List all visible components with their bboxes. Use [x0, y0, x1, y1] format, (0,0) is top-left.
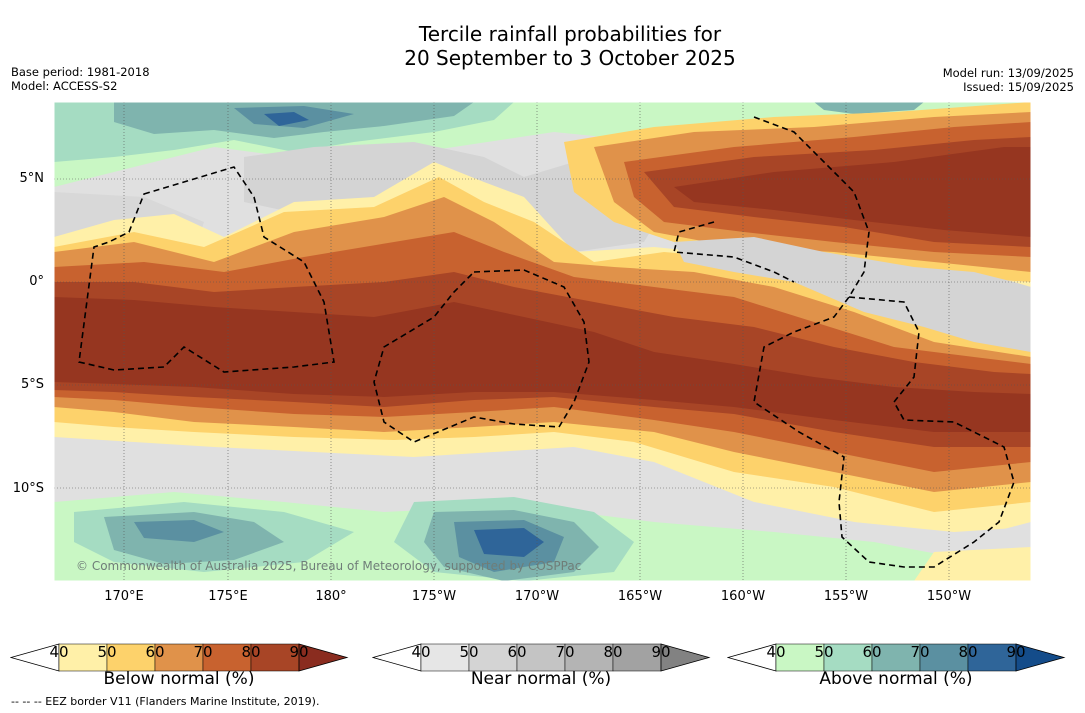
cb-above-tick: 70 — [910, 643, 930, 661]
eez-border-line-islands-east — [848, 296, 1015, 568]
cb-near-tick: 50 — [459, 643, 479, 661]
colorbar-segment — [612, 643, 662, 672]
cb-below-tick: 70 — [193, 643, 213, 661]
lon-label-170e: 170°E — [104, 589, 144, 604]
colorbar-segment — [919, 643, 969, 672]
colorbar-segment — [154, 643, 204, 672]
colorbar-segment — [202, 643, 252, 672]
lon-label-175w: 175°W — [411, 589, 457, 604]
meta-right: Model run: 13/09/2025 Issued: 15/09/2025 — [943, 66, 1074, 94]
eez-border-gilbert — [78, 166, 335, 373]
cb-above-tick: 40 — [766, 643, 786, 661]
cb-near-tick: 40 — [411, 643, 431, 661]
lon-label-170w: 170°W — [514, 589, 560, 604]
meta-left: Base period: 1981-2018 Model: ACCESS-S2 — [11, 65, 150, 93]
colorbar-title-below: Below normal (%) — [103, 669, 255, 689]
lat-label-5n: 5°N — [19, 171, 45, 186]
colorbar-title-near: Near normal (%) — [470, 669, 612, 689]
cb-below-tick: 50 — [97, 643, 117, 661]
base-period-label: Base period: 1981-2018 — [11, 65, 150, 79]
cb-near-tick: 80 — [603, 643, 623, 661]
colorbar-segment — [468, 643, 518, 672]
eez-footnote: -- -- -- EEZ border V11 (Flanders Marine… — [11, 695, 320, 708]
colorbar-segment — [967, 643, 1017, 672]
near-normal-mid-east — [674, 237, 1031, 352]
colorbar-segment — [775, 643, 825, 672]
below-normal-se-patch — [914, 547, 1031, 581]
colorbar-segment — [871, 643, 921, 672]
colorbar-high-arrow — [298, 643, 349, 672]
cb-above-tick: 90 — [1006, 643, 1026, 661]
lat-label-5s: 5°S — [20, 377, 44, 392]
above-normal-sc-peak-2 — [474, 528, 544, 557]
cb-above-tick: 60 — [862, 643, 882, 661]
cb-below-tick: 90 — [289, 643, 309, 661]
eez-border-line-islands-upper — [672, 221, 795, 283]
eez-border-phoenix — [373, 269, 590, 443]
colorbar-high-arrow — [660, 643, 711, 672]
colorbar-above-normal — [727, 643, 1066, 672]
colorbar-segment — [250, 643, 300, 672]
above-normal-north-peak-2 — [264, 112, 309, 126]
title-line-1: Tercile rainfall probabilities for — [418, 22, 722, 46]
title-line-2: 20 September to 3 October 2025 — [404, 46, 736, 70]
issued-label: Issued: 15/09/2025 — [963, 80, 1074, 94]
cb-near-tick: 70 — [555, 643, 575, 661]
eez-border-line-islands-north — [753, 116, 870, 563]
lon-label-155w: 155°W — [823, 589, 869, 604]
lat-label-10s: 10°S — [12, 481, 44, 496]
below-normal-equatorial-core — [54, 297, 1031, 432]
lon-label-150w: 150°W — [926, 589, 972, 604]
colorbar-segment — [516, 643, 566, 672]
model-label: Model: ACCESS-S2 — [11, 79, 118, 93]
cb-above-tick: 50 — [814, 643, 834, 661]
lon-label-175e: 175°E — [208, 589, 248, 604]
cb-below-tick: 80 — [241, 643, 261, 661]
colorbar-title-above: Above normal (%) — [819, 669, 973, 689]
lon-label-160w: 160°W — [720, 589, 766, 604]
colorbar-near-normal — [372, 643, 711, 672]
lon-label-165w: 165°W — [617, 589, 663, 604]
above-normal-ne-peak — [814, 102, 924, 114]
lon-label-180: 180° — [315, 589, 347, 604]
cb-below-tick: 40 — [49, 643, 69, 661]
cb-near-tick: 90 — [651, 643, 671, 661]
cb-near-tick: 60 — [507, 643, 527, 661]
map-title: Tercile rainfall probabilities for 20 Se… — [0, 22, 1085, 70]
cb-below-tick: 60 — [145, 643, 165, 661]
colorbar-below-normal — [10, 643, 349, 672]
above-normal-south-peak — [134, 520, 224, 542]
map-credit: © Commonwealth of Australia 2025, Bureau… — [76, 559, 582, 573]
below-normal-ne-core — [674, 147, 1031, 237]
lat-label-0: 0° — [29, 274, 44, 289]
cb-above-tick: 80 — [958, 643, 978, 661]
graticule — [54, 102, 1031, 581]
colorbar-high-arrow — [1015, 643, 1066, 672]
model-run-label: Model run: 13/09/2025 — [942, 66, 1074, 80]
eez-borders — [78, 116, 1015, 568]
colorbar-segment — [564, 643, 614, 672]
colorbar-segment — [106, 643, 156, 672]
colorbar-segment — [58, 643, 108, 672]
rainfall-probability-map — [54, 102, 1031, 581]
